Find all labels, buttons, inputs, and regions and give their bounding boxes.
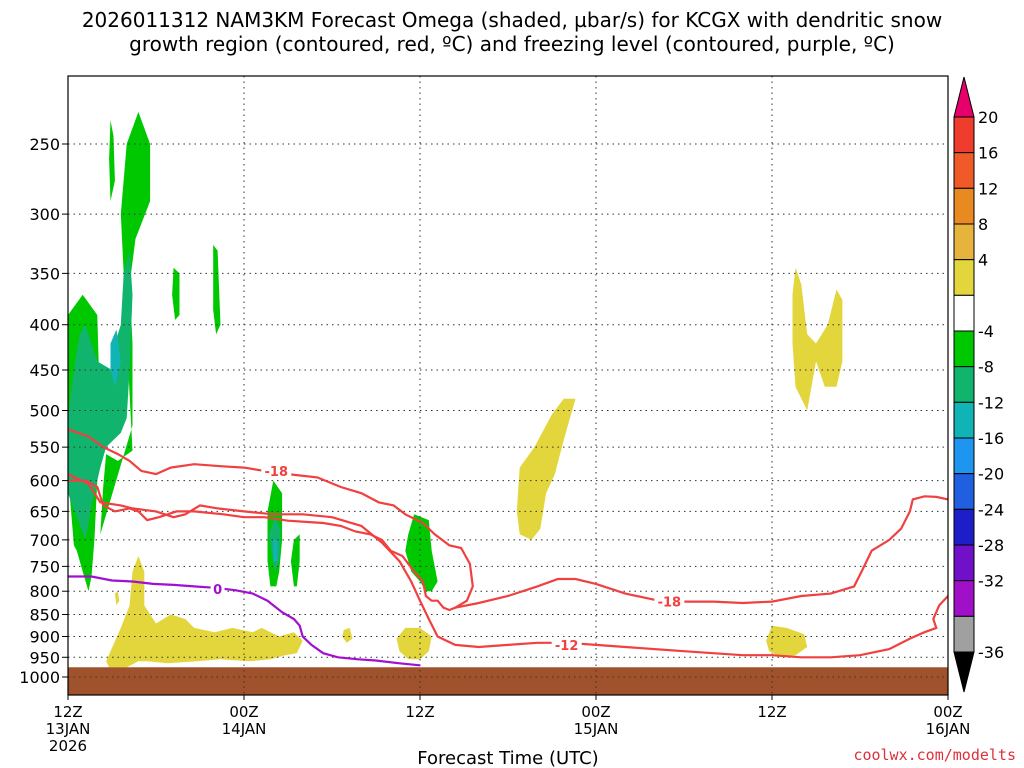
dgz-minus-18-label: -18 bbox=[265, 465, 289, 480]
omega-pos-4-region bbox=[792, 267, 843, 411]
x-tick-label-36-1: 00Z bbox=[581, 703, 610, 721]
y-tick-label-750: 750 bbox=[29, 557, 60, 576]
colorbar-label--20: -20 bbox=[978, 465, 1004, 484]
colorbar-label-20: 20 bbox=[978, 108, 998, 127]
colorbar-label--36: -36 bbox=[978, 643, 1004, 662]
colorbar-swatch-13 bbox=[953, 580, 975, 617]
colorbar-swatch-9 bbox=[953, 437, 975, 475]
dgz-minus-18b-label: -18 bbox=[658, 596, 682, 611]
x-tick-label-60-1: 00Z bbox=[933, 703, 962, 721]
omega-neg-8-region bbox=[213, 244, 221, 335]
colorbar-label-12: 12 bbox=[978, 179, 998, 198]
contour-layer: -12 -18 -18 0 bbox=[68, 428, 948, 667]
chart-title-line-2: growth region (contoured, red, ºC) and f… bbox=[129, 32, 895, 56]
dgz-minus-18-line bbox=[68, 428, 474, 612]
colorbar-swatch-1 bbox=[953, 152, 975, 189]
y-tick-label-400: 400 bbox=[29, 316, 60, 335]
y-tick-label-1000: 1000 bbox=[19, 668, 60, 687]
y-tick-label-900: 900 bbox=[29, 627, 60, 646]
colorbar-label--4: -4 bbox=[978, 322, 994, 341]
colorbar-label--16: -16 bbox=[978, 429, 1004, 448]
colorbar-swatch-0 bbox=[953, 116, 975, 154]
colorbar-swatch-14 bbox=[953, 615, 975, 653]
x-tick-label-0-1: 12Z bbox=[53, 703, 82, 721]
colorbar-swatch-7 bbox=[953, 366, 975, 403]
dgz-minus-12-label-bg bbox=[551, 636, 582, 652]
colorbar-bottom-arrow bbox=[953, 651, 975, 693]
credit-text: coolwx.com/modelts bbox=[853, 746, 1016, 764]
freezing-level-0-label: 0 bbox=[213, 583, 222, 598]
y-tick-label-850: 850 bbox=[29, 606, 60, 625]
colorbar-top-arrow bbox=[953, 76, 975, 118]
colorbar-label--28: -28 bbox=[978, 536, 1004, 555]
x-tick-label-0-3: 2026 bbox=[49, 737, 87, 755]
colorbar-label-16: 16 bbox=[978, 144, 998, 163]
y-tick-label-450: 450 bbox=[29, 361, 60, 380]
colorbar-label--24: -24 bbox=[978, 500, 1004, 519]
omega-neg-8-region bbox=[109, 120, 115, 202]
x-tick-label-24-1: 12Z bbox=[405, 703, 434, 721]
omega-neg-16-region bbox=[273, 539, 278, 562]
dgz-minus-12-label: -12 bbox=[555, 639, 579, 654]
y-tick-label-350: 350 bbox=[29, 264, 60, 283]
grid bbox=[67, 76, 949, 695]
dgz-minus-12-line bbox=[68, 473, 948, 659]
colorbar-swatch-2 bbox=[953, 187, 975, 225]
y-tick-label-600: 600 bbox=[29, 472, 60, 491]
omega-pos-4-region bbox=[342, 627, 353, 643]
dgz-minus-18b-line bbox=[454, 495, 948, 609]
ground bbox=[68, 667, 948, 695]
y-tick-label-950: 950 bbox=[29, 648, 60, 667]
omega-pos-4-region bbox=[766, 625, 808, 658]
omega-neg-12-region bbox=[68, 250, 133, 540]
omega-pos-4-region bbox=[516, 398, 576, 540]
omega-neg-16-region bbox=[110, 329, 121, 387]
omega-neg-8-region bbox=[172, 267, 180, 320]
x-axis-label: Forecast Time (UTC) bbox=[417, 748, 598, 768]
x-tick-label-0-2: 13JAN bbox=[46, 720, 91, 738]
colorbar-swatch-3 bbox=[953, 223, 975, 261]
x-tick-label-12-2: 14JAN bbox=[222, 720, 267, 738]
colorbar-swatch-6 bbox=[953, 330, 975, 368]
plot-area bbox=[68, 111, 948, 695]
colorbar-swatch-12 bbox=[953, 544, 975, 582]
freezing-level-0-label-bg bbox=[210, 580, 225, 596]
omega-pos-4-region bbox=[396, 627, 432, 660]
colorbar-label-8: 8 bbox=[978, 215, 988, 234]
colorbar: 20 16 12 8 4 -4 -8 -12 -16 -20 -24 -28 -32 -36 bbox=[953, 76, 1004, 693]
y-tick-label-650: 650 bbox=[29, 502, 60, 521]
colorbar-label--32: -32 bbox=[978, 572, 1004, 591]
colorbar-swatch-11 bbox=[953, 508, 975, 546]
omega-neg-8-region bbox=[290, 534, 300, 587]
plot-frame bbox=[67, 75, 949, 696]
colorbar-label--8: -8 bbox=[978, 358, 994, 377]
dgz-minus-18b-label-bg bbox=[654, 593, 685, 609]
colorbar-swatch-4 bbox=[953, 259, 975, 296]
y-tick-label-700: 700 bbox=[29, 531, 60, 550]
x-tick-label-36-2: 15JAN bbox=[574, 720, 619, 738]
y-tick-label-800: 800 bbox=[29, 582, 60, 601]
colorbar-label--12: -12 bbox=[978, 393, 1004, 412]
x-tick-label-12-1: 00Z bbox=[229, 703, 258, 721]
omega-pos-4-region bbox=[106, 556, 303, 668]
colorbar-label-4: 4 bbox=[978, 251, 988, 270]
colorbar-swatch-8 bbox=[953, 401, 975, 439]
omega-neg-8-region bbox=[100, 111, 151, 535]
dgz-minus-18-label-bg bbox=[261, 462, 292, 478]
freezing-level-0-line bbox=[68, 575, 421, 667]
colorbar-swatch-10 bbox=[953, 473, 975, 510]
y-tick-label-550: 550 bbox=[29, 438, 60, 457]
y-tick-label-500: 500 bbox=[29, 402, 60, 421]
chart-title-line-1: 2026011312 NAM3KM Forecast Omega (shaded… bbox=[81, 8, 943, 32]
axes: 250 300 350 400 450 500 550 600 650 700 750 800 850 9… bbox=[19, 135, 970, 768]
omega-pos-4-region bbox=[114, 591, 120, 606]
y-tick-label-300: 300 bbox=[29, 205, 60, 224]
colorbar-swatch-5 bbox=[953, 294, 975, 332]
x-tick-label-60-2: 16JAN bbox=[926, 720, 971, 738]
x-tick-label-48-1: 12Z bbox=[757, 703, 786, 721]
y-tick-label-250: 250 bbox=[29, 135, 60, 154]
